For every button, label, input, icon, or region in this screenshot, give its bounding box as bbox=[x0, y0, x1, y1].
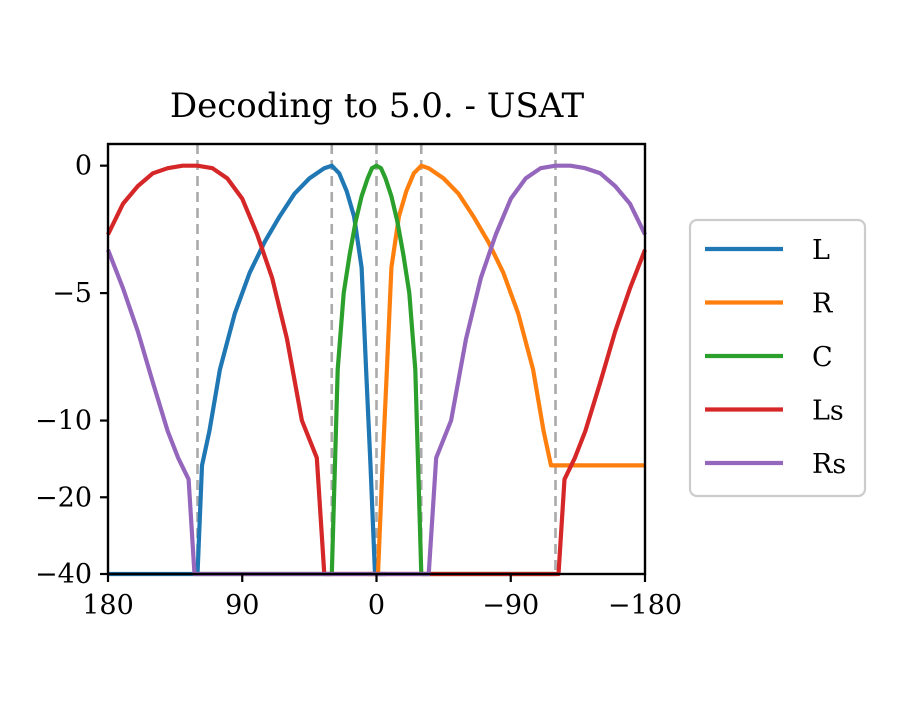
x-tick-label: 180 bbox=[82, 590, 134, 621]
y-tick-label: 0 bbox=[75, 151, 92, 182]
y-tick-label: −40 bbox=[35, 559, 92, 590]
x-tick-label: 0 bbox=[368, 590, 385, 621]
series-line-c bbox=[197, 163, 556, 577]
legend: LRC Ls Rs bbox=[688, 218, 867, 498]
series-line-l bbox=[108, 163, 386, 577]
y-tick-label: −20 bbox=[35, 482, 92, 513]
x-tick-label: 90 bbox=[225, 590, 259, 621]
series-line-rs bbox=[106, 163, 647, 577]
reference-lines bbox=[196, 144, 557, 574]
legend-label-c: C bbox=[812, 342, 833, 373]
x-tick-label: −180 bbox=[608, 590, 682, 621]
plot-area: 180 90 0 −90 −180 0 −5 −10 −20 −40 bbox=[35, 142, 682, 621]
legend-label-ls: Ls bbox=[812, 396, 844, 427]
x-axis: 180 90 0 −90 −180 bbox=[82, 574, 682, 621]
series-line-r bbox=[367, 163, 645, 577]
legend-label-r: R bbox=[812, 289, 833, 320]
x-tick-label: −90 bbox=[482, 590, 539, 621]
legend-label-rs: Rs bbox=[812, 449, 846, 480]
series-layer bbox=[106, 163, 647, 577]
chart-title: Decoding to 5.0. - USAT bbox=[170, 86, 585, 126]
y-axis: 0 −5 −10 −20 −40 bbox=[35, 151, 108, 590]
y-tick-label: −5 bbox=[52, 278, 92, 309]
legend-label-l: L bbox=[812, 235, 830, 266]
series-line-ls bbox=[106, 163, 647, 577]
y-tick-label: −10 bbox=[35, 406, 92, 437]
